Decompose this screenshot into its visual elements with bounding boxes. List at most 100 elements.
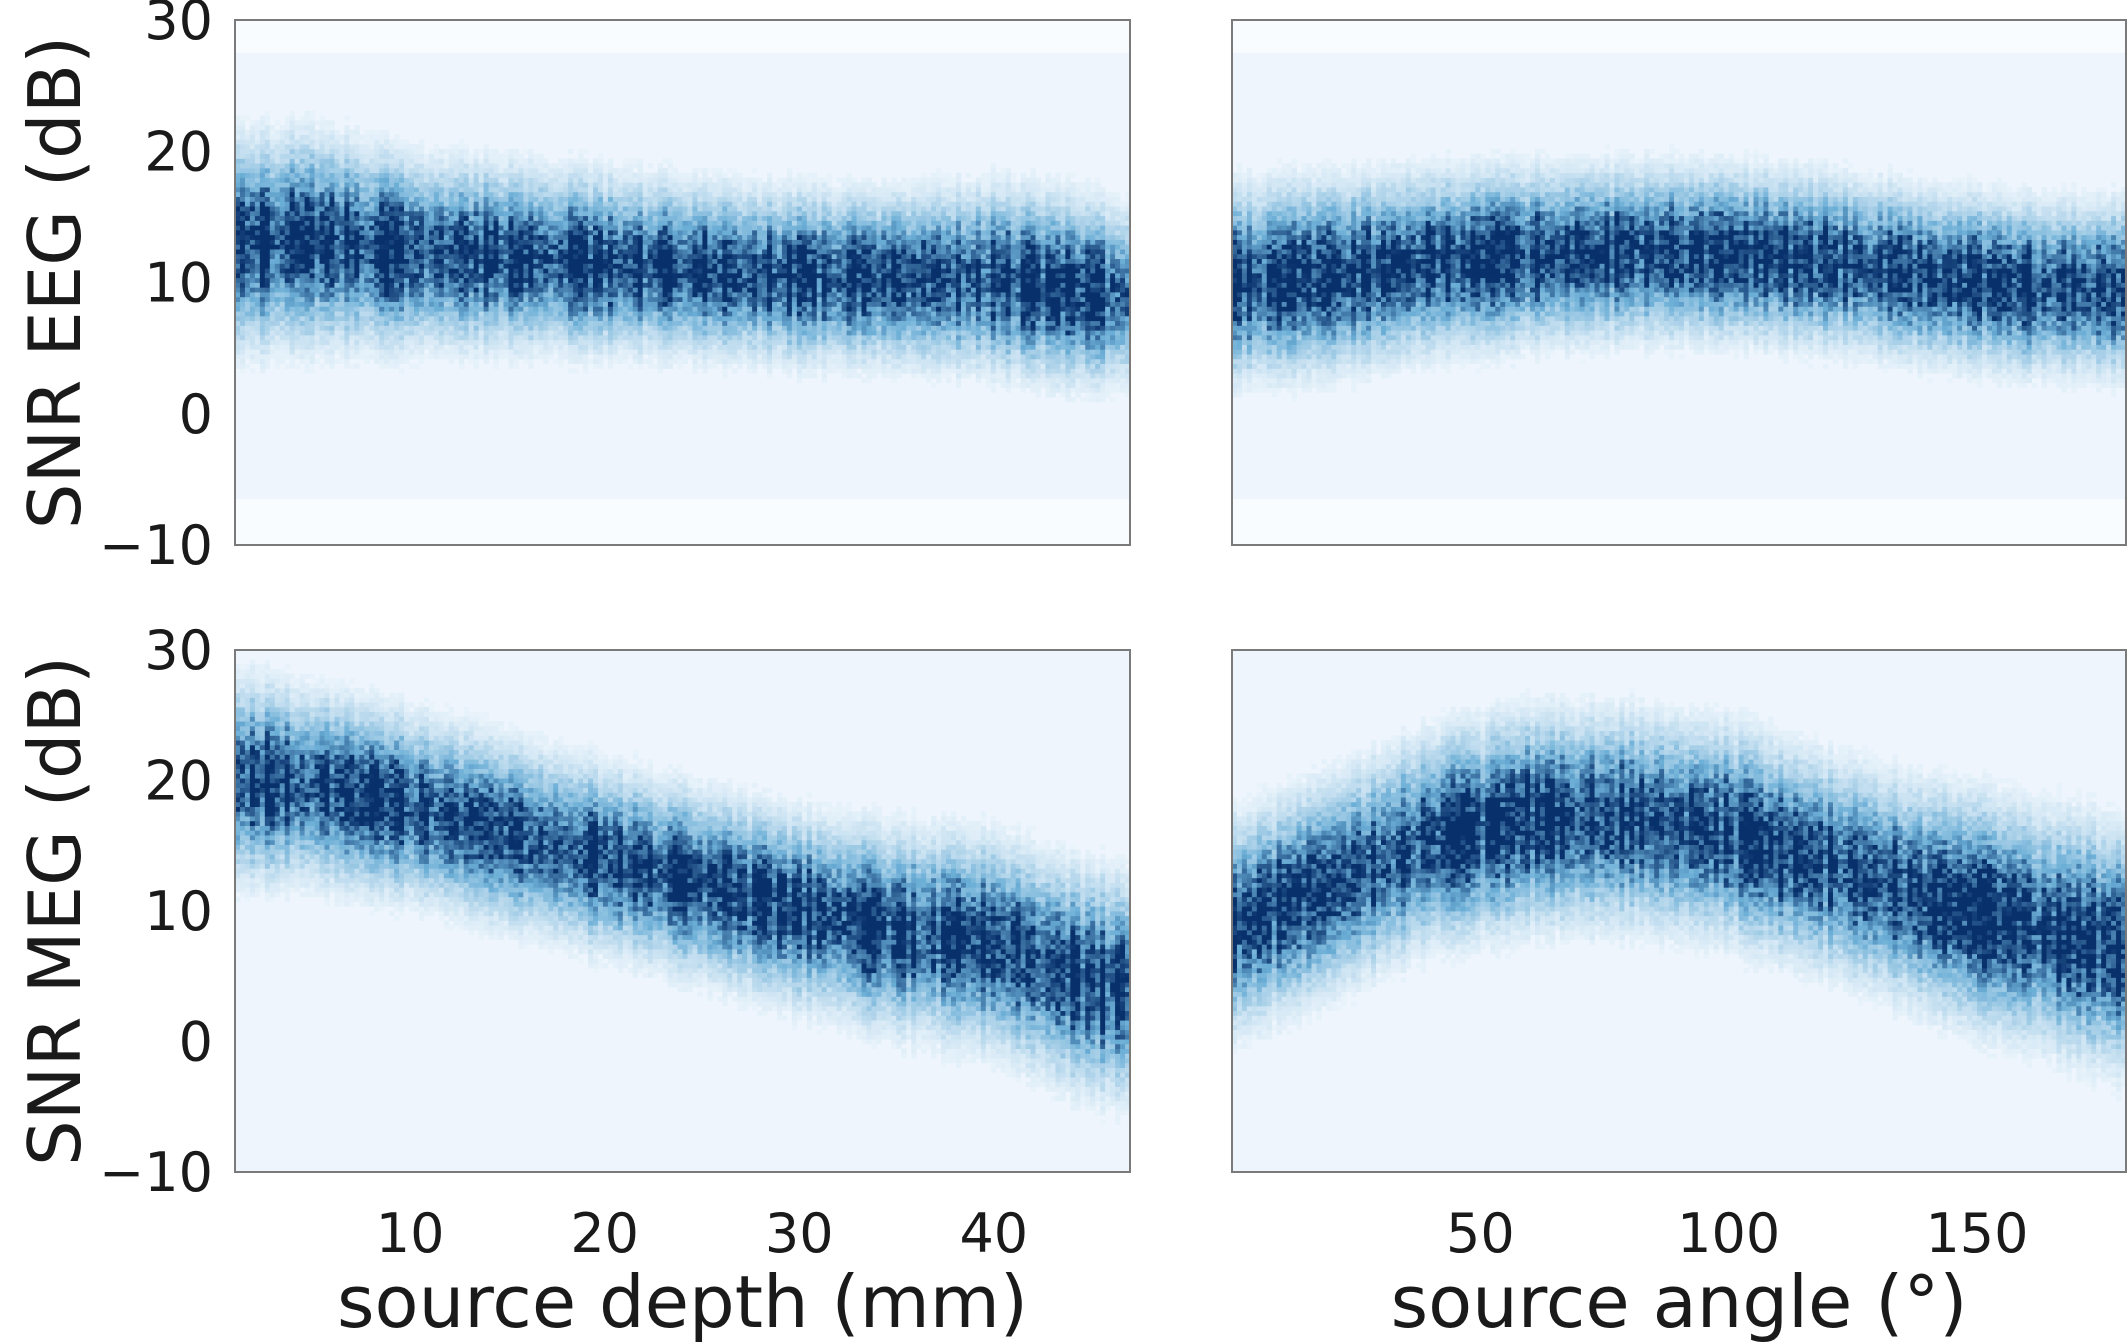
heatmap-cell — [538, 315, 544, 322]
heatmap-cell — [667, 206, 673, 212]
heatmap-cell — [324, 187, 330, 193]
heatmap-cell — [637, 220, 644, 226]
heatmap-cell — [404, 210, 410, 217]
heatmap-cell — [269, 230, 276, 236]
heatmap-cell — [752, 263, 758, 269]
heatmap-cell — [379, 148, 385, 155]
heatmap-cell — [632, 158, 639, 164]
heatmap-cell — [349, 148, 355, 155]
heatmap-cell — [438, 167, 445, 174]
heatmap-cell — [483, 144, 489, 150]
heatmap-cell — [662, 363, 668, 369]
heatmap-cell — [727, 315, 733, 322]
heatmap-cell — [379, 263, 385, 269]
heatmap-cell — [239, 134, 246, 140]
heatmap-cell — [602, 277, 609, 283]
heatmap-cell — [543, 339, 549, 345]
heatmap-cell — [433, 263, 440, 269]
heatmap-cell — [289, 201, 296, 207]
heatmap-cell — [478, 311, 485, 317]
heatmap-cell — [672, 339, 678, 345]
heatmap-cell — [468, 349, 475, 355]
heatmap-cell — [523, 306, 529, 312]
heatmap-cell — [637, 330, 644, 336]
heatmap-cell — [772, 239, 778, 245]
heatmap-cell — [409, 144, 415, 150]
heatmap-cell — [707, 167, 713, 174]
heatmap-cell — [254, 196, 261, 202]
heatmap-cell — [607, 225, 614, 231]
heatmap-cell — [428, 296, 435, 302]
heatmap-cell — [374, 230, 380, 236]
heatmap-cell — [702, 306, 708, 312]
heatmap-cell — [583, 330, 589, 336]
heatmap-cell — [712, 339, 718, 345]
heatmap-cell — [423, 215, 430, 221]
heatmap-cell — [279, 325, 286, 331]
heatmap-cell — [448, 201, 455, 207]
heatmap-cell — [235, 349, 241, 355]
heatmap-cell — [747, 363, 753, 369]
heatmap-cell — [727, 325, 733, 331]
heatmap-cell — [264, 167, 271, 174]
heatmap-cell — [662, 349, 668, 355]
heatmap-cell — [319, 139, 325, 145]
heatmap-cell — [508, 263, 514, 269]
heatmap-cell — [583, 210, 589, 217]
heatmap-cell — [269, 263, 276, 269]
heatmap-cell — [483, 339, 489, 345]
heatmap-cell — [622, 272, 629, 279]
heatmap-cell — [712, 306, 718, 312]
heatmap-cell — [727, 272, 733, 279]
heatmap-cell — [588, 272, 594, 279]
heatmap-cell — [652, 206, 659, 212]
heatmap-cell — [762, 292, 768, 298]
heatmap-cell — [478, 306, 485, 312]
heatmap-cell — [593, 277, 599, 283]
heatmap-cell — [463, 153, 470, 159]
heatmap-cell — [593, 187, 599, 193]
heatmap-cell — [394, 330, 400, 336]
heatmap-cell — [752, 349, 758, 355]
heatmap-cell — [389, 287, 395, 293]
heatmap-cell — [612, 354, 619, 360]
heatmap-cell — [528, 330, 534, 336]
heatmap-cell — [334, 315, 340, 322]
heatmap-cell — [254, 182, 261, 188]
heatmap-cell — [468, 296, 475, 302]
heatmap-cell — [423, 239, 430, 245]
heatmap-cell — [448, 249, 455, 255]
heatmap-cell — [359, 325, 365, 331]
heatmap-cell — [757, 354, 763, 360]
heatmap-cell — [692, 368, 698, 374]
heatmap-cell — [379, 320, 385, 326]
heatmap-cell — [239, 230, 246, 236]
heatmap-cell — [254, 292, 261, 298]
heatmap-cell — [548, 301, 554, 307]
heatmap-cell — [458, 354, 465, 360]
heatmap-cell — [568, 292, 574, 298]
heatmap-cell — [414, 296, 420, 302]
heatmap-cell — [697, 354, 703, 360]
heatmap-cell — [339, 354, 345, 360]
heatmap-cell — [244, 277, 251, 283]
heatmap-cell — [662, 301, 668, 307]
heatmap-cell — [662, 292, 668, 298]
heatmap-cell — [548, 292, 554, 298]
heatmap-cell — [523, 282, 529, 288]
heatmap-cell — [762, 196, 768, 202]
heatmap-cell — [483, 330, 489, 336]
heatmap-cell — [235, 129, 241, 135]
heatmap-cell — [607, 296, 614, 302]
heatmap-cell — [578, 330, 584, 336]
heatmap-cell — [369, 201, 375, 207]
heatmap-cell — [314, 330, 320, 336]
heatmap-cell — [523, 239, 529, 245]
heatmap-cell — [319, 306, 325, 312]
heatmap-cell — [588, 215, 594, 221]
heatmap-cell — [314, 148, 320, 155]
heatmap-cell — [324, 210, 330, 217]
heatmap-cell — [578, 249, 584, 255]
heatmap-cell — [359, 315, 365, 322]
